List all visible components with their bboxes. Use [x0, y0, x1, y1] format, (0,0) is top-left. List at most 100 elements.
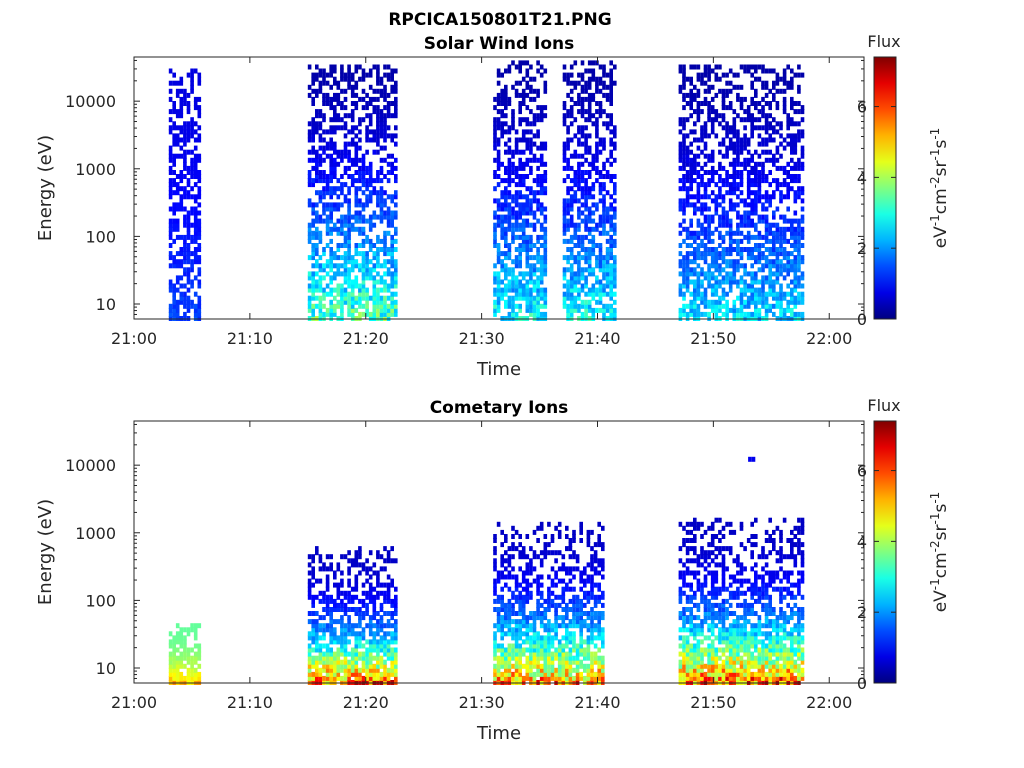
- heatmap-cell: [493, 226, 497, 232]
- heatmap-cell: [529, 149, 533, 155]
- heatmap-cell: [602, 174, 606, 179]
- heatmap-cell: [521, 639, 526, 645]
- heatmap-cell: [368, 655, 373, 661]
- heatmap-cell: [598, 186, 603, 192]
- heatmap-cell: [172, 182, 176, 188]
- heatmap-cell: [383, 243, 387, 248]
- heatmap-cell: [511, 117, 515, 123]
- heatmap-cell: [507, 279, 512, 285]
- heatmap-cell: [340, 623, 344, 629]
- heatmap-cell: [197, 230, 202, 236]
- heatmap-cell: [172, 170, 176, 175]
- heatmap-cell: [368, 243, 373, 248]
- heatmap-cell: [754, 307, 758, 313]
- heatmap-cell: [772, 68, 776, 74]
- heatmap-cell: [605, 263, 610, 269]
- heatmap-cell: [507, 586, 512, 592]
- heatmap-cell: [311, 210, 315, 216]
- heatmap-cell: [579, 602, 583, 608]
- heatmap-cell: [718, 243, 722, 248]
- heatmap-cell: [368, 178, 373, 184]
- heatmap-cell: [504, 170, 508, 175]
- heatmap-cell: [347, 84, 351, 90]
- heatmap-cell: [525, 582, 530, 588]
- heatmap-cell: [350, 226, 355, 232]
- heatmap-cell: [800, 275, 805, 281]
- heatmap-cell: [514, 218, 519, 224]
- heatmap-cell: [518, 247, 522, 252]
- heatmap-cell: [354, 554, 359, 560]
- heatmap-cell: [714, 287, 719, 293]
- heatmap-cell: [598, 76, 603, 82]
- heatmap-cell: [793, 230, 798, 236]
- heatmap-cell: [311, 137, 315, 143]
- heatmap-cell: [743, 165, 747, 171]
- heatmap-cell: [536, 574, 540, 580]
- heatmap-cell: [197, 190, 202, 196]
- heatmap-cell: [739, 279, 744, 285]
- heatmap-cell: [315, 234, 319, 240]
- heatmap-cell: [511, 675, 515, 681]
- heatmap-cell: [315, 153, 319, 159]
- heatmap-cell: [739, 287, 744, 293]
- heatmap-cell: [710, 125, 715, 131]
- heatmap-cell: [322, 129, 326, 135]
- heatmap-cell: [343, 663, 348, 669]
- heatmap-cell: [772, 117, 776, 123]
- heatmap-cell: [536, 307, 540, 313]
- heatmap-cell: [507, 210, 512, 216]
- heatmap-cell: [379, 125, 384, 131]
- heatmap-cell: [518, 554, 522, 560]
- heatmap-cell: [336, 226, 341, 232]
- heatmap-cell: [340, 627, 344, 633]
- heatmap-cell: [682, 206, 686, 212]
- heatmap-cell: [504, 251, 508, 257]
- heatmap-cell: [743, 291, 747, 297]
- heatmap-cell: [390, 101, 394, 106]
- heatmap-cell: [307, 230, 312, 236]
- heatmap-cell: [750, 64, 754, 70]
- heatmap-cell: [728, 198, 733, 204]
- heatmap-cell: [543, 226, 548, 232]
- heatmap-cell: [685, 178, 690, 184]
- heatmap-cell: [757, 251, 762, 257]
- heatmap-cell: [539, 675, 544, 681]
- heatmap-cell: [518, 607, 522, 612]
- heatmap-cell: [514, 582, 519, 588]
- heatmap-cell: [613, 198, 617, 204]
- heatmap-cell: [507, 299, 512, 305]
- heatmap-cell: [507, 667, 512, 673]
- heatmap-cell: [577, 275, 581, 281]
- heatmap-cell: [595, 76, 599, 82]
- heatmap-cell: [591, 287, 596, 293]
- heatmap-cell: [318, 80, 323, 86]
- heatmap-cell: [543, 655, 548, 661]
- heatmap-cell: [307, 275, 312, 281]
- heatmap-cell: [379, 238, 384, 244]
- heatmap-cell: [591, 68, 596, 74]
- heatmap-cell: [797, 157, 801, 163]
- heatmap-cell: [775, 186, 780, 192]
- heatmap-cell: [504, 267, 508, 273]
- heatmap-cell: [685, 145, 690, 151]
- heatmap-cell: [584, 222, 588, 228]
- heatmap-cell: [190, 222, 194, 228]
- heatmap-cell: [336, 117, 341, 123]
- heatmap-cell: [562, 72, 567, 78]
- heatmap-cell: [568, 635, 573, 641]
- heatmap-cell: [562, 198, 567, 204]
- heatmap-cell: [721, 251, 726, 257]
- heatmap-cell: [689, 311, 693, 317]
- heatmap-cell: [197, 210, 202, 216]
- heatmap-cell: [743, 247, 747, 252]
- heatmap-cell: [379, 619, 384, 625]
- heatmap-cell: [775, 157, 780, 163]
- heatmap-cell: [193, 174, 198, 179]
- heatmap-cell: [561, 647, 566, 653]
- heatmap-cell: [350, 109, 355, 115]
- heatmap-cell: [496, 659, 501, 665]
- heatmap-cell: [565, 602, 569, 608]
- heatmap-cell: [525, 570, 530, 576]
- heatmap-cell: [504, 675, 508, 681]
- heatmap-cell: [190, 283, 194, 289]
